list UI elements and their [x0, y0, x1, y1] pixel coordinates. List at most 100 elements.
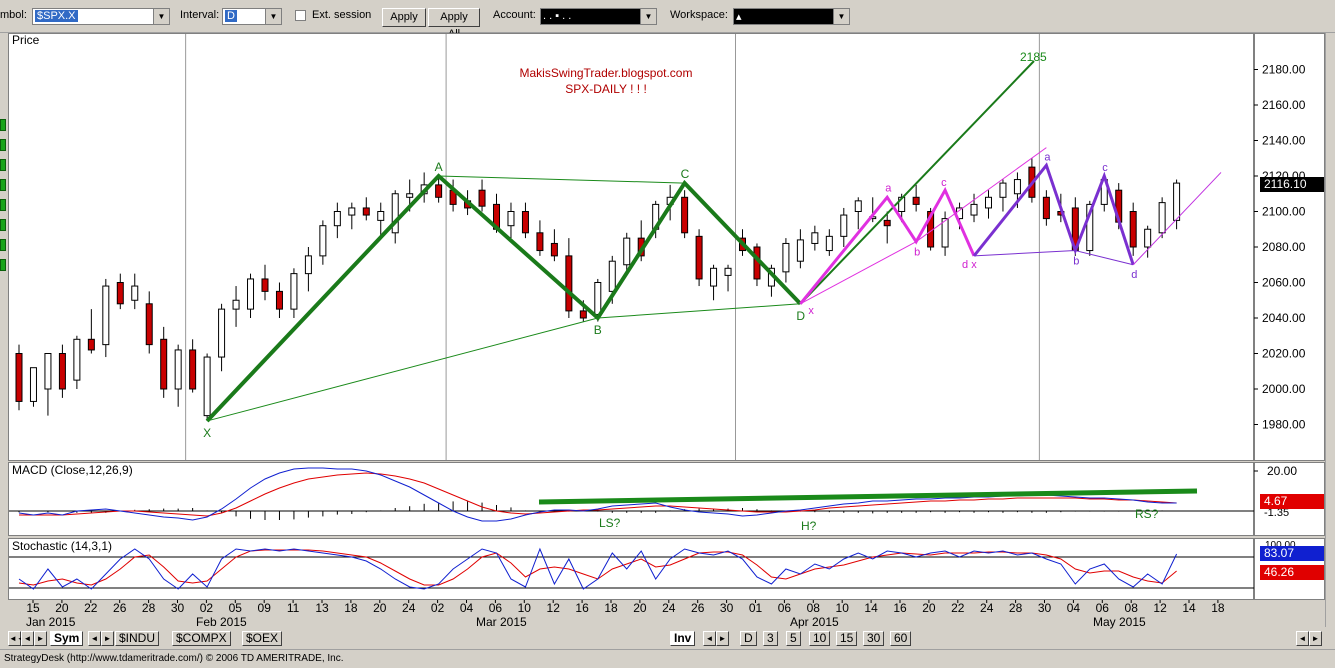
candle	[275, 282, 283, 318]
month-label: Jan 2015	[26, 615, 76, 629]
tool-button[interactable]	[0, 239, 6, 251]
interval-combo[interactable]: D ▼	[222, 8, 282, 25]
symbol-combo[interactable]: $SPX.X ▼	[32, 8, 170, 25]
chevron-down-icon[interactable]: ▼	[265, 9, 281, 24]
watermark-url: MakisSwingTrader.blogspot.com	[520, 66, 693, 80]
stoch-k-value: 83.07	[1260, 546, 1324, 561]
stochastic-panel[interactable]: Stochastic (14,3,1) 100.00	[8, 538, 1325, 600]
tool-button[interactable]	[0, 259, 6, 271]
tool-button[interactable]	[0, 199, 6, 211]
x-tick-label: 02	[200, 601, 214, 615]
interval-value: D	[225, 10, 237, 22]
prev-icon[interactable]: ◄	[1296, 631, 1309, 646]
candle	[449, 179, 457, 212]
next-icon[interactable]: ►	[34, 631, 47, 646]
x-tick-label: 28	[142, 601, 156, 615]
candle	[319, 220, 327, 265]
right-scroll-strip[interactable]	[1325, 33, 1335, 627]
prev-icon[interactable]: ◄	[21, 631, 34, 646]
next-icon[interactable]: ►	[716, 631, 729, 646]
ext-session-checkbox[interactable]	[295, 10, 306, 21]
macd-pattern-label: H?	[801, 519, 817, 533]
tab-oex[interactable]: $OEX	[242, 631, 283, 646]
candle	[218, 303, 226, 372]
tab-compx[interactable]: $COMPX	[172, 631, 231, 646]
apply-all-button[interactable]: Apply All	[428, 8, 480, 40]
macd-neckline	[538, 488, 1198, 505]
candle	[174, 344, 182, 407]
tab-10[interactable]: 10	[809, 631, 831, 646]
tool-button[interactable]	[0, 119, 6, 131]
workspace-value: ▴	[736, 11, 742, 23]
chevron-down-icon[interactable]: ▼	[153, 9, 169, 24]
y-tick-label: 2080.00	[1262, 240, 1306, 254]
pattern-point-label: a	[1044, 151, 1051, 163]
candle	[131, 273, 139, 310]
candle	[333, 202, 341, 239]
stochastic-chart[interactable]: Stochastic (14,3,1) 100.00	[9, 539, 1324, 599]
workspace-combo[interactable]: ▴ ▼	[733, 8, 850, 25]
harmonic-connector	[438, 175, 685, 184]
x-tick-label: 22	[84, 601, 98, 615]
candle	[695, 229, 703, 287]
candle	[116, 273, 124, 310]
first-icon[interactable]: ◄◄	[8, 631, 25, 646]
next-icon[interactable]: ►	[1309, 631, 1322, 646]
x-tick-label: 30	[171, 601, 185, 615]
chevron-down-icon[interactable]: ▼	[833, 9, 849, 24]
tab-d[interactable]: D	[740, 631, 757, 646]
x-tick-label: 04	[1067, 601, 1081, 615]
chevron-down-icon[interactable]: ▼	[640, 9, 656, 24]
candle	[29, 367, 37, 407]
tab-inv[interactable]: Inv	[670, 631, 696, 646]
y-tick-label: 2020.00	[1262, 347, 1306, 361]
pattern-point-label: d	[1131, 269, 1137, 281]
time-axis-labels: 15 20 22 26 28 30 02 05 09 11 13 18 20 24 02 04 06 10 12 16…	[26, 600, 1225, 629]
pattern-point-label: d x	[962, 259, 977, 271]
tab-60[interactable]: 60	[890, 631, 912, 646]
candle	[435, 176, 443, 203]
price-chart[interactable]: X A B C D x a b c d x a b c d 1980.00 2000.00 2020.00 20…	[9, 34, 1324, 460]
y-tick-label: 2140.00	[1262, 134, 1306, 148]
y-tick-label: 2060.00	[1262, 276, 1306, 290]
prev-icon[interactable]: ◄	[703, 631, 716, 646]
tab-indu[interactable]: $INDU	[115, 631, 160, 646]
macd-axis-top: 20.00	[1267, 464, 1297, 478]
x-tick-label: 01	[749, 601, 763, 615]
x-tick-label: 02	[431, 601, 445, 615]
y-tick-label: 2000.00	[1262, 382, 1306, 396]
x-tick-label: 18	[1211, 601, 1225, 615]
account-combo[interactable]: . . ▪ . . ▼	[540, 8, 657, 25]
target-label: 2185	[1020, 50, 1047, 64]
prev-icon[interactable]: ◄	[88, 631, 101, 646]
magenta-connector	[800, 241, 917, 305]
x-tick-label: 11	[287, 601, 300, 615]
left-tool-strip	[0, 33, 8, 627]
tool-button[interactable]	[0, 219, 6, 231]
macd-line-value: -1.35	[1260, 509, 1324, 519]
tool-button[interactable]	[0, 159, 6, 171]
tool-button[interactable]	[0, 139, 6, 151]
apply-button[interactable]: Apply	[382, 8, 426, 27]
macd-panel[interactable]: LS? H? RS? MACD (Close,12,26,9) 20.00	[8, 462, 1325, 536]
tab-3[interactable]: 3	[763, 631, 778, 646]
purple-connector	[973, 250, 1076, 257]
candle	[970, 193, 978, 223]
candle	[189, 339, 197, 393]
x-tick-label: 14	[1182, 601, 1196, 615]
x-tick-label: 06	[1096, 601, 1110, 615]
candle	[247, 273, 255, 318]
tab-sym[interactable]: Sym	[50, 631, 84, 646]
candle	[623, 232, 631, 274]
x-tick-label: 08	[807, 601, 821, 615]
tab-5[interactable]: 5	[786, 631, 801, 646]
tool-button[interactable]	[0, 179, 6, 191]
tab-15[interactable]: 15	[836, 631, 858, 646]
target-trend-line	[799, 60, 1035, 305]
candle	[796, 229, 804, 269]
tab-30[interactable]: 30	[863, 631, 885, 646]
next-icon[interactable]: ►	[101, 631, 114, 646]
candle	[724, 264, 732, 292]
macd-chart[interactable]: LS? H? RS? MACD (Close,12,26,9) 20.00	[9, 463, 1324, 535]
